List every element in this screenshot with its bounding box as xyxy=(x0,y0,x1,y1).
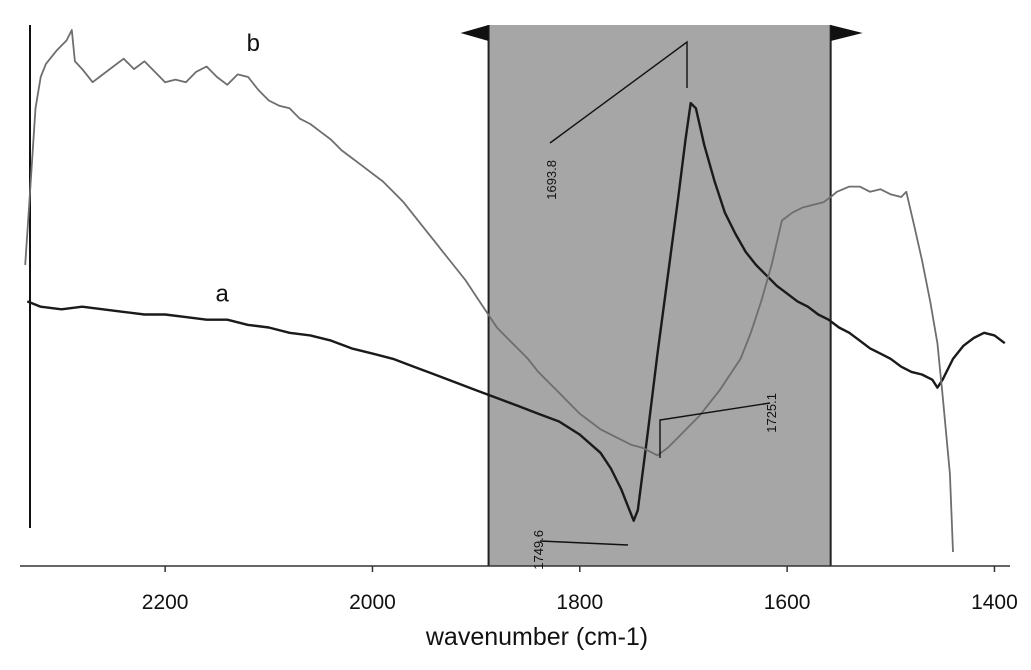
x-tick-label: 1800 xyxy=(556,591,603,614)
band-left-arrow-icon xyxy=(460,25,489,41)
x-tick-label: 1600 xyxy=(764,591,811,614)
x-axis-label: wavenumber (cm-1) xyxy=(425,623,648,651)
curve-label-group: ab xyxy=(215,30,259,308)
annotation-label: 1725.1 xyxy=(764,393,779,433)
series-line-b xyxy=(24,29,954,553)
annotation-label: 1749.6 xyxy=(531,530,546,570)
highlight-band xyxy=(488,25,831,566)
annotation-leader-line xyxy=(539,540,629,546)
series-line-a xyxy=(26,101,1006,522)
series-group xyxy=(24,29,1006,553)
x-tick-label: 2200 xyxy=(142,591,189,614)
curve-label-a: a xyxy=(215,280,229,307)
highlight-band-group xyxy=(460,25,863,566)
curve-label-b: b xyxy=(247,30,260,57)
annotation-leader-line xyxy=(659,402,771,458)
annotation-group: 1693.8 1725.1 1749.6 xyxy=(531,40,779,570)
band-right-arrow-icon xyxy=(830,25,863,41)
x-tick-label: 2000 xyxy=(349,591,396,614)
x-axis: 2200 2000 1800 1600 1400 xyxy=(20,25,1018,614)
annotation-label: 1693.8 xyxy=(544,160,559,200)
x-tick-label: 1400 xyxy=(971,591,1018,614)
annotation-leader-line xyxy=(549,40,688,144)
